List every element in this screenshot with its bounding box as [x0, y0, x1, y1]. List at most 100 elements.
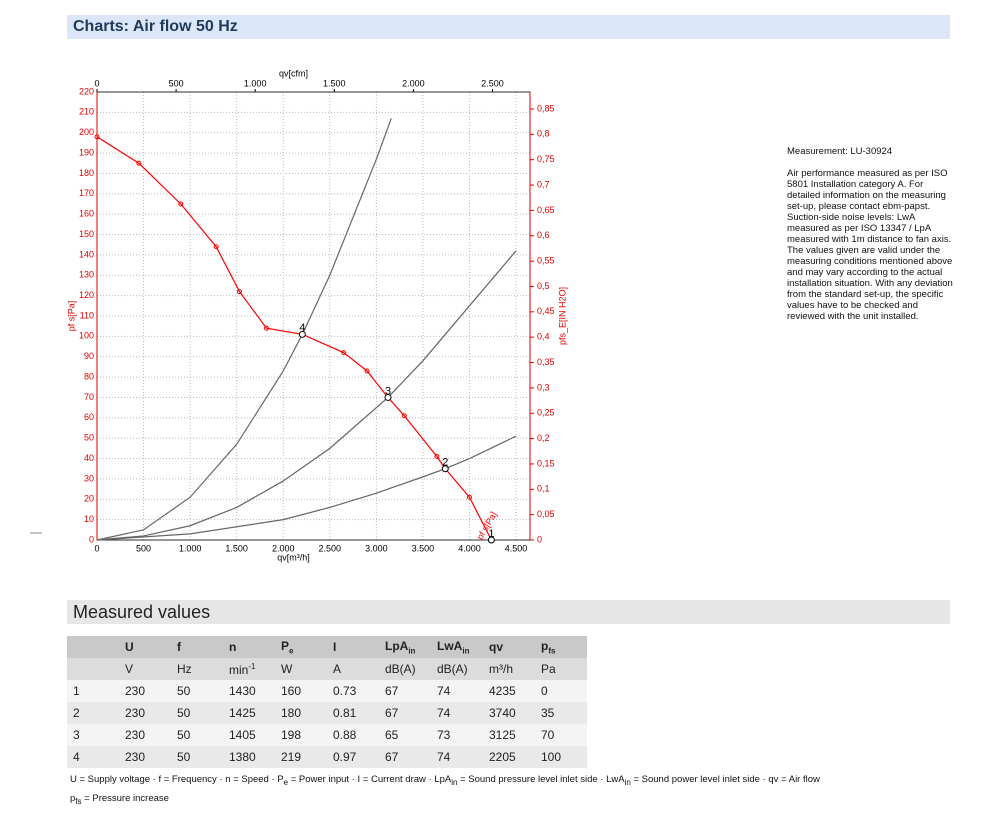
y-tick-label: 0 — [89, 534, 94, 544]
cell-main: A — [333, 662, 342, 676]
measure-point — [236, 289, 242, 295]
header-cell: I — [327, 636, 379, 658]
y2-tick-label: 0,1 — [537, 484, 550, 494]
cell — [67, 636, 119, 658]
measurement: Measurement: LU-30924 — [787, 146, 893, 157]
y-tick-label: 90 — [84, 351, 94, 361]
header-cell: Pe — [275, 636, 327, 658]
operating-point-label: 2 — [442, 457, 448, 469]
cell-main: dB(A) — [385, 662, 416, 676]
system-curve — [96, 250, 517, 541]
cell: 50 — [171, 724, 223, 746]
y2-tick-label: 0,7 — [537, 179, 550, 189]
unit-cell: min-1 — [223, 658, 275, 680]
y-tick-label: 180 — [79, 168, 94, 178]
cell: 74 — [431, 680, 483, 702]
data-row: 2 230 50 1425 180 0.81 67 74 3740 35 — [67, 702, 587, 724]
x-tick-label: 4.000 — [458, 543, 481, 553]
unit-cell: Hz — [171, 658, 223, 680]
cell-sub: e — [289, 646, 294, 656]
cell: 65 — [379, 724, 431, 746]
footer-sub: fs — [75, 796, 82, 806]
y-tick-label: 170 — [79, 188, 94, 198]
footer-text: U = Supply voltage · f = Frequency · n =… — [70, 774, 284, 785]
data-row: 3 230 50 1405 198 0.88 65 73 3125 70 — [67, 724, 587, 746]
section-bar: Measured values — [67, 600, 950, 624]
x-tick-label: 1.500 — [225, 543, 248, 553]
cell: 50 — [171, 680, 223, 702]
fan-curve — [96, 136, 492, 541]
y-tick-label: 30 — [84, 473, 94, 483]
cell: 3125 — [483, 724, 535, 746]
footer-text: = Pressure increase — [81, 792, 169, 804]
header-cell: U — [119, 636, 171, 658]
cell: 4235 — [483, 680, 535, 702]
y-axis-label: pf s[Pa] — [66, 301, 76, 332]
cell: 67 — [379, 680, 431, 702]
cell-main: P — [281, 638, 290, 653]
footer-sub: in — [451, 777, 458, 787]
footer-sub: e — [283, 777, 289, 787]
measure-point — [466, 494, 472, 500]
note-text: Air performance measured as per ISO 5801… — [787, 168, 953, 322]
cell: 0.81 — [327, 702, 379, 724]
y-tick-label: 130 — [79, 270, 94, 280]
cell-sub: in — [408, 646, 416, 656]
cell: 100 — [535, 746, 587, 768]
y-tick-label: 40 — [84, 453, 94, 463]
unit-cell: dB(A) — [431, 658, 483, 680]
x-tick-label: 1.000 — [179, 543, 202, 553]
y2-tick-label: 0,65 — [537, 205, 555, 215]
cell: 35 — [535, 702, 587, 724]
cell-main: W — [281, 662, 293, 676]
x2-tick-label: 0 — [94, 78, 99, 88]
cell-main: min — [229, 662, 249, 677]
y-tick-label: 20 — [84, 494, 94, 504]
operating-point — [441, 465, 449, 473]
x2-tick-label: 1.000 — [244, 78, 267, 88]
note: Measurement: LU-30924 Air performance me… — [787, 146, 955, 333]
y2-tick-label: 0,2 — [537, 433, 550, 443]
y-tick-label: 150 — [79, 229, 94, 239]
measure-point — [178, 201, 184, 207]
cell-main: Hz — [177, 662, 192, 676]
measure-point — [364, 368, 370, 374]
y-tick-label: 70 — [84, 392, 94, 402]
y2-tick-label: 0,35 — [537, 357, 555, 367]
unit-cell: m³/h — [483, 658, 535, 680]
cell-main: dB(A) — [437, 662, 468, 676]
cell: 50 — [171, 746, 223, 768]
y2-tick-label: 0 — [537, 534, 542, 544]
cell: 1430 — [223, 680, 275, 702]
y2-tick-label: 0,75 — [537, 154, 555, 164]
cell: 73 — [431, 724, 483, 746]
footer-text: p — [70, 792, 76, 804]
cell: 1 — [67, 680, 119, 702]
y2-tick-label: 0,45 — [537, 306, 555, 316]
y2-tick-label: 0,8 — [537, 129, 550, 139]
footer-line: U = Supply voltage · f = Frequency · n =… — [70, 772, 820, 791]
cell-main: f — [177, 640, 181, 654]
unit-cell: A — [327, 658, 379, 680]
unit-cell: V — [119, 658, 171, 680]
cell-sup: -1 — [248, 661, 256, 671]
x2-axis-label: qv[cfm] — [279, 68, 308, 78]
cell-main: m³/h — [489, 662, 513, 676]
y2-tick-label: 0,4 — [537, 332, 550, 342]
cell: 1405 — [223, 724, 275, 746]
operating-point-label: 3 — [385, 385, 391, 397]
section-title: Measured values — [73, 602, 211, 622]
header-cell: LpAin — [379, 636, 431, 658]
cell-main: qv — [489, 640, 504, 654]
y-tick-label: 220 — [79, 86, 94, 96]
y-tick-label: 100 — [79, 331, 94, 341]
x2-tick-label: 2.500 — [481, 78, 504, 88]
title: Charts: Air flow 50 Hz — [73, 18, 238, 35]
operating-point-label: 1 — [488, 528, 494, 540]
cell-sub: in — [462, 646, 470, 656]
cell: 70 — [535, 724, 587, 746]
cell: 230 — [119, 746, 171, 768]
unit-cell: dB(A) — [379, 658, 431, 680]
x-axis-label: qv[m³/h] — [277, 552, 310, 562]
